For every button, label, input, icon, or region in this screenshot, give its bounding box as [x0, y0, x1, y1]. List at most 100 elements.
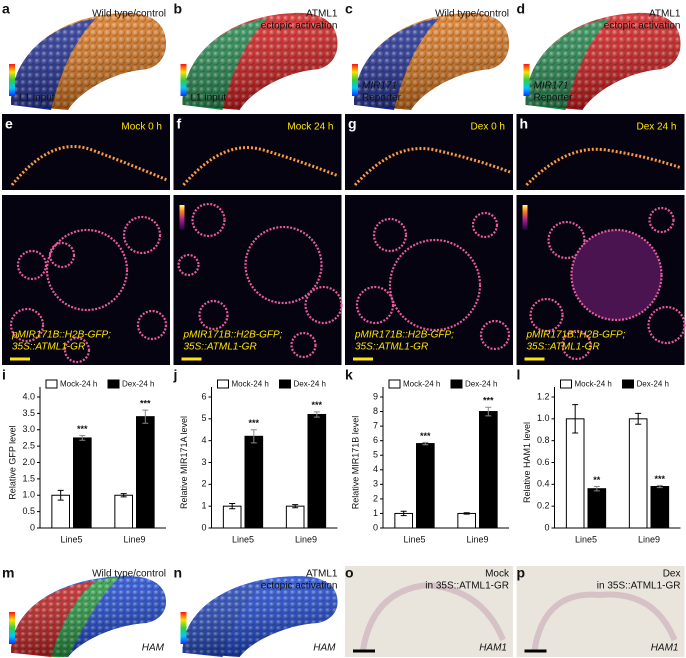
error-bar	[250, 429, 257, 444]
y-tick-label: 5	[201, 413, 206, 423]
tissue-ring	[529, 297, 564, 333]
panel-label: d	[517, 1, 526, 17]
error-bar	[656, 484, 663, 489]
y-tick-label: 1	[201, 501, 206, 511]
x-tick-label: Line9	[123, 534, 145, 544]
meristem-model	[525, 12, 681, 111]
panel-title: Dex	[663, 569, 681, 580]
legend-label: Mock-24 h	[575, 380, 612, 389]
y-tick-label: 6	[201, 391, 206, 401]
color-scale	[522, 205, 528, 230]
tissue-ring	[48, 241, 76, 269]
genotype: 35S::ATML1-GR	[12, 342, 85, 353]
legend-label: Mock-24 h	[403, 380, 440, 389]
section-outline	[10, 145, 168, 186]
significance: ***	[420, 431, 431, 441]
tissue-outline	[360, 581, 506, 651]
dome-shading	[354, 12, 509, 111]
meristem-model	[354, 12, 509, 111]
condition: Dex 24 h	[636, 122, 676, 133]
x-tick-label: Line9	[295, 534, 317, 544]
error-bar	[57, 489, 64, 501]
condition: Mock 0 h	[121, 122, 162, 133]
significance: **	[593, 475, 601, 485]
y-tick-label: 6	[373, 435, 378, 445]
meristem-model	[182, 12, 338, 111]
genotype: pMIR171B::H2B-GFP;	[354, 330, 454, 341]
scale-label: MIR171	[362, 81, 397, 92]
bar	[136, 416, 155, 529]
color-scale	[179, 205, 185, 230]
error-bar	[593, 486, 600, 492]
y-tick-label: 9	[373, 391, 378, 401]
error-bar	[463, 512, 470, 515]
bar	[479, 411, 498, 529]
y-tick-label: 0.4	[537, 479, 550, 489]
panel-title: ATML1	[306, 569, 338, 580]
legend-swatch	[622, 379, 634, 389]
bar	[628, 418, 648, 529]
condition: Mock 24 h	[287, 122, 333, 133]
tissue-ring	[547, 220, 586, 260]
error-bar	[313, 411, 320, 418]
genotype: 35S::ATML1-GR	[355, 342, 428, 353]
panel-label: h	[520, 116, 529, 132]
x-tick-label: Line5	[60, 534, 82, 544]
significance: ***	[655, 474, 666, 484]
panel-label: k	[345, 367, 353, 383]
x-tick-label: Line9	[466, 534, 488, 544]
y-tick-label: 2.0	[22, 457, 35, 467]
bar	[650, 486, 670, 529]
color-scale	[9, 612, 15, 644]
section-outline	[525, 147, 682, 187]
meristem-model	[11, 576, 166, 657]
tissue-ring	[136, 309, 168, 341]
panel-title: Mock	[485, 569, 510, 580]
panel-title: ectopic activation	[604, 21, 681, 32]
color-scale	[180, 64, 187, 96]
panel-title: in 35S::ATML1-GR	[597, 581, 681, 592]
bar	[222, 505, 242, 529]
tissue-ring	[45, 228, 129, 312]
bar	[416, 443, 435, 529]
y-tick-label: 0.6	[537, 457, 550, 467]
legend-label: Dex-24 h	[294, 380, 326, 389]
y-tick-label: 5	[373, 450, 378, 460]
condition: Dex 0 h	[471, 122, 505, 133]
tissue-ring	[471, 211, 499, 239]
error-bar	[142, 409, 149, 424]
bar	[565, 418, 585, 529]
y-tick-label: 8	[373, 406, 378, 416]
tissue-ring	[244, 225, 323, 305]
error-bar	[292, 504, 299, 509]
y-tick-label: 0.8	[537, 435, 550, 445]
y-tick-label: 3.0	[22, 424, 35, 434]
panel-label: b	[174, 1, 183, 17]
y-tick-label: 1.0	[22, 490, 35, 500]
genotype: pMIR171B::H2B-GFP;	[11, 330, 111, 341]
significance: ***	[483, 396, 494, 406]
tissue-ring	[648, 206, 675, 234]
tissue-ring	[16, 249, 48, 281]
genotype: pMIR171B::H2B-GFP;	[526, 330, 626, 341]
y-tick-label: 1.2	[537, 391, 550, 401]
panel-label: e	[5, 116, 13, 132]
dome-shading	[182, 12, 338, 111]
section-outline	[353, 147, 511, 187]
y-tick-label: 1.0	[537, 413, 550, 423]
tissue-ring	[63, 336, 91, 364]
y-tick-label: 3	[201, 457, 206, 467]
image-top	[516, 114, 685, 190]
legend-swatch	[217, 379, 229, 389]
y-tick-label: 0	[201, 522, 206, 532]
x-tick-label: Line5	[232, 534, 254, 544]
error-bar	[79, 435, 86, 441]
scale-label: Reporter	[362, 93, 402, 104]
bar	[307, 413, 327, 529]
color-scale	[523, 64, 530, 96]
y-tick-label: 0.2	[537, 501, 550, 511]
tissue-ring	[290, 331, 317, 359]
legend-swatch	[45, 379, 58, 389]
tissue-ring	[122, 215, 162, 255]
legend-swatch	[388, 379, 401, 389]
